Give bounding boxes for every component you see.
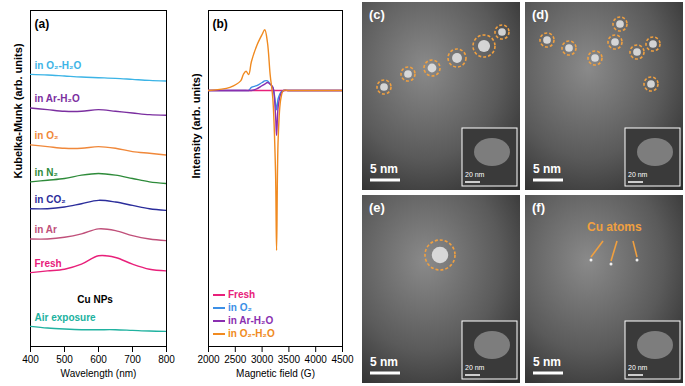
svg-text:20 nm: 20 nm — [628, 364, 648, 371]
svg-text:20 nm: 20 nm — [465, 364, 485, 371]
svg-text:(d): (d) — [532, 7, 549, 22]
svg-text:in O₂-H₂O: in O₂-H₂O — [35, 60, 82, 71]
svg-text:4500: 4500 — [331, 354, 354, 365]
svg-text:in N₂: in N₂ — [35, 167, 58, 178]
svg-text:in Ar: in Ar — [35, 224, 58, 235]
html-text:in O₂: in O₂ — [228, 302, 252, 313]
svg-text:(e): (e) — [369, 200, 385, 215]
html-text:in O₂-H₂O: in O₂-H₂O — [228, 328, 275, 339]
svg-text:2500: 2500 — [224, 354, 247, 365]
html-text:Fresh: Fresh — [228, 289, 256, 300]
html-text:in Ar-H₂O: in Ar-H₂O — [228, 315, 274, 326]
svg-text:(f): (f) — [532, 200, 545, 215]
svg-text:2000: 2000 — [197, 354, 220, 365]
svg-text:5 nm: 5 nm — [533, 355, 561, 369]
svg-text:5 nm: 5 nm — [370, 162, 398, 176]
svg-text:20 nm: 20 nm — [628, 171, 648, 178]
svg-text:Cu atoms: Cu atoms — [587, 220, 642, 234]
svg-text:500: 500 — [56, 354, 73, 365]
svg-text:700: 700 — [124, 354, 141, 365]
svg-text:(c): (c) — [369, 7, 385, 22]
svg-text:800: 800 — [158, 354, 175, 365]
svg-text:Cu NPs: Cu NPs — [77, 294, 113, 305]
svg-text:4000: 4000 — [305, 354, 328, 365]
svg-text:Magnetic field (G): Magnetic field (G) — [236, 368, 315, 379]
svg-text:Kubelka-Munk (arb. units): Kubelka-Munk (arb. units) — [12, 43, 24, 178]
svg-text:20 nm: 20 nm — [465, 171, 485, 178]
svg-text:3000: 3000 — [251, 354, 274, 365]
svg-text:600: 600 — [90, 354, 107, 365]
svg-text:5 nm: 5 nm — [533, 162, 561, 176]
svg-text:Fresh: Fresh — [35, 258, 62, 269]
svg-text:3500: 3500 — [278, 354, 301, 365]
svg-text:in Ar-H₂O: in Ar-H₂O — [35, 93, 80, 104]
svg-text:in CO₂: in CO₂ — [35, 194, 66, 205]
svg-text:400: 400 — [22, 354, 39, 365]
svg-text:Wavelength (nm): Wavelength (nm) — [61, 368, 137, 379]
svg-text:(b): (b) — [213, 17, 228, 31]
svg-text:5 nm: 5 nm — [370, 355, 398, 369]
svg-text:(a): (a) — [35, 17, 50, 31]
svg-text:Air exposure: Air exposure — [35, 312, 97, 323]
svg-text:in O₂: in O₂ — [35, 130, 59, 141]
svg-text:Intensity (arb. units): Intensity (arb. units) — [190, 73, 202, 178]
